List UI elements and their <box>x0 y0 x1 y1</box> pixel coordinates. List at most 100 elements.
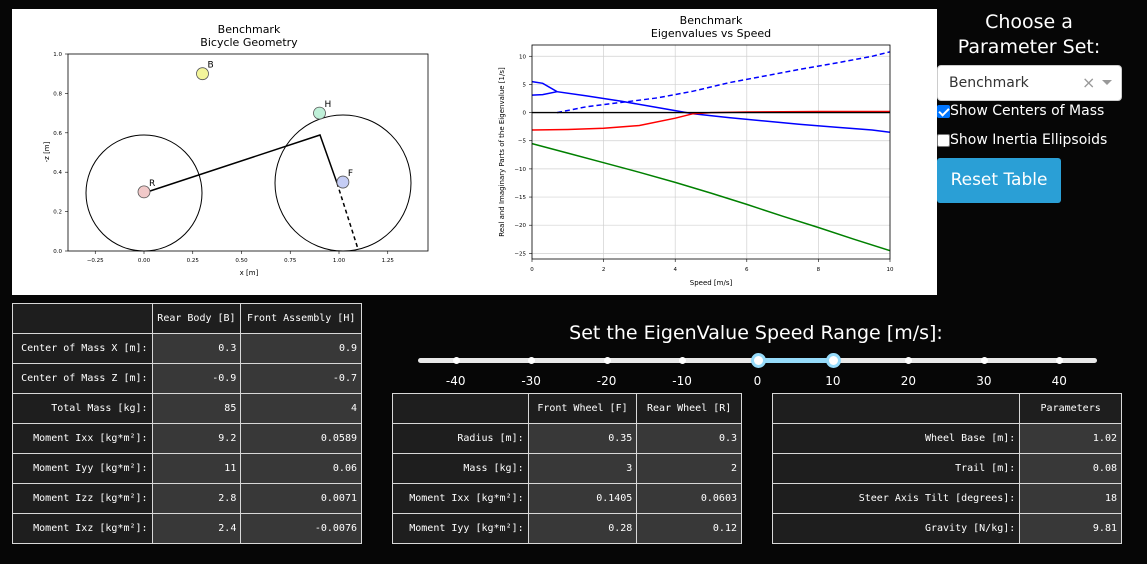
rear-body-cell[interactable]: -0.9 <box>151 363 242 394</box>
table-row: Gravity [N/kg]: 9.81 <box>771 513 1122 544</box>
geometry-x-tick-label: 0.75 <box>284 258 297 264</box>
slider-mark-label[interactable]: 20 <box>900 374 917 388</box>
table-row: Moment Ixz [kg*m²]: 2.4 -0.0076 <box>12 513 362 544</box>
eigen-y-tick-label: −5 <box>518 139 527 145</box>
table-row: Wheel Base [m]: 1.02 <box>771 423 1122 454</box>
show-inertia-ellipsoids-toggle[interactable]: Show Inertia Ellipsoids <box>937 132 1107 148</box>
front-wheel-cell[interactable]: 3 <box>527 453 638 484</box>
eigen-y-tick-label: −25 <box>514 251 526 257</box>
front-assembly-cell[interactable]: 0.9 <box>240 333 362 364</box>
plots-panel: Benchmark Bicycle Geometry −0.25 0.00 0.25… <box>12 9 937 295</box>
rear-wheel-cell[interactable]: 2 <box>636 453 742 484</box>
table-row: Moment Ixx [kg*m²]: 9.2 0.0589 <box>12 423 362 454</box>
slider-mark-dot[interactable] <box>452 357 460 364</box>
table-row: Center of Mass Z [m]: -0.9 -0.7 <box>12 363 362 394</box>
row-label: Mass [kg]: <box>392 453 529 484</box>
dropdown-selected-value: Benchmark <box>949 75 1029 91</box>
rear-body-cell[interactable]: 85 <box>151 393 242 424</box>
front-wheel-cell[interactable]: 0.35 <box>527 423 638 454</box>
chevron-down-icon[interactable] <box>1102 80 1112 85</box>
geometry-x-tick-label: 0.00 <box>138 258 151 264</box>
eigen-axes-frame <box>531 44 891 260</box>
front-assembly-cell[interactable]: 0.0071 <box>240 483 362 514</box>
slider-mark-label[interactable]: 40 <box>1051 374 1067 388</box>
slider-mark-label[interactable]: -40 <box>445 374 466 388</box>
row-label: Center of Mass X [m]: <box>12 333 153 364</box>
slider-mark-dot[interactable] <box>679 357 687 364</box>
front-wheel-cell[interactable]: 0.28 <box>527 513 638 544</box>
eigen-x-tick-label: 0 <box>530 267 534 273</box>
rear-wheel-cell[interactable]: 0.12 <box>636 513 742 544</box>
rear-wheel-cell[interactable]: 0.0603 <box>636 483 742 514</box>
parameter-value-cell[interactable]: 9.81 <box>1019 513 1122 544</box>
geometry-y-tick-label: 0.4 <box>53 170 62 176</box>
general-parameters-table: Parameters Wheel Base [m]: 1.02 Trail [m… <box>771 393 1122 544</box>
row-label: Wheel Base [m]: <box>771 423 1021 454</box>
geometry-x-tick-label: 1.25 <box>382 258 395 264</box>
slider-mark-dot[interactable] <box>603 357 611 364</box>
speed-range-handle-low[interactable] <box>750 353 766 368</box>
speed-range-selected-track[interactable] <box>757 358 832 363</box>
clear-icon[interactable]: × <box>1082 73 1096 92</box>
slider-mark-dot[interactable] <box>528 357 536 364</box>
slider-mark-label[interactable]: 0 <box>753 374 762 388</box>
parameter-value-cell[interactable]: 0.08 <box>1019 453 1122 484</box>
center-of-mass-label-r: R <box>149 179 155 189</box>
slider-mark-label[interactable]: 10 <box>825 374 841 388</box>
parameter-value-cell[interactable]: 1.02 <box>1019 423 1122 454</box>
reset-table-button[interactable]: Reset Table <box>937 158 1061 203</box>
slider-mark-label[interactable]: 30 <box>976 374 992 388</box>
parameter-set-dropdown[interactable]: Benchmark × <box>937 65 1122 101</box>
slider-mark-label[interactable]: -10 <box>672 374 692 388</box>
table-row: Mass [kg]: 3 2 <box>392 453 742 484</box>
rear-wheel-cell[interactable]: 0.3 <box>636 423 742 454</box>
row-label: Moment Ixx [kg*m²]: <box>12 423 153 454</box>
table-row: Radius [m]: 0.35 0.3 <box>392 423 742 454</box>
center-of-mass-label-h: H <box>325 100 332 110</box>
eigen-x-tick-label: 10 <box>887 267 894 273</box>
parameter-value-cell[interactable]: 18 <box>1019 483 1122 514</box>
row-label: Moment Izz [kg*m²]: <box>12 483 153 514</box>
rear-body-cell[interactable]: 0.3 <box>151 333 242 364</box>
front-assembly-cell[interactable]: -0.7 <box>240 363 362 394</box>
row-label: Gravity [N/kg]: <box>771 513 1021 544</box>
speed-range-handle-high[interactable] <box>825 353 841 368</box>
slider-mark-dot[interactable] <box>905 357 913 364</box>
centers-of-mass-checkbox[interactable] <box>937 104 950 118</box>
table-header-cell: Front Wheel [F] <box>527 393 638 424</box>
rear-body-cell[interactable]: 2.4 <box>151 513 242 544</box>
table-row: Center of Mass X [m]: 0.3 0.9 <box>12 333 362 364</box>
slider-mark-label[interactable]: -30 <box>521 374 541 388</box>
center-of-mass-marker-h <box>313 106 326 120</box>
rear-body-cell[interactable]: 9.2 <box>151 423 242 454</box>
row-label: Steer Axis Tilt [degrees]: <box>771 483 1021 514</box>
front-assembly-cell[interactable]: -0.0076 <box>240 513 362 544</box>
front-wheel-cell[interactable]: 0.1405 <box>527 483 638 514</box>
plots-svg: Benchmark Bicycle Geometry −0.25 0.00 0.25… <box>43 14 894 287</box>
row-label: Center of Mass Z [m]: <box>12 363 153 394</box>
rear-body-cell[interactable]: 2.8 <box>151 483 242 514</box>
inertia-ellipsoids-checkbox[interactable] <box>937 133 950 147</box>
rear-body-cell[interactable]: 11 <box>151 453 242 484</box>
geometry-x-tick-label: −0.25 <box>87 258 104 264</box>
row-label: Trail [m]: <box>771 453 1021 484</box>
show-centers-of-mass-toggle[interactable]: Show Centers of Mass <box>937 103 1104 119</box>
geometry-y-tick-label: 0.6 <box>53 131 62 137</box>
eigen-series-line-4 <box>531 142 891 252</box>
front-assembly-cell[interactable]: 0.0589 <box>240 423 362 454</box>
front-assembly-cell[interactable]: 0.06 <box>240 453 362 484</box>
eigen-series-line-2 <box>556 51 891 114</box>
speed-range-title: Set the EigenValue Speed Range [m/s]: <box>569 322 943 344</box>
eigen-y-tick-label: −10 <box>514 167 526 173</box>
front-assembly-cell[interactable]: 4 <box>240 393 362 424</box>
slider-mark-dot[interactable] <box>1056 357 1064 364</box>
slider-mark-dot[interactable] <box>980 357 988 364</box>
table-header-row: Front Wheel [F] Rear Wheel [R] <box>392 393 742 424</box>
center-of-mass-marker-b <box>196 67 209 81</box>
slider-mark-label[interactable]: -20 <box>596 374 617 388</box>
geometry-xlabel: x [m] <box>240 269 259 277</box>
eigen-y-tick-label: 5 <box>523 82 527 88</box>
eigen-y-ticks: 10 5 0 −5 −10 −15 −20 −25 <box>514 54 532 257</box>
center-of-mass-label-f: F <box>348 169 353 179</box>
geometry-title-line1: Benchmark <box>218 23 281 36</box>
